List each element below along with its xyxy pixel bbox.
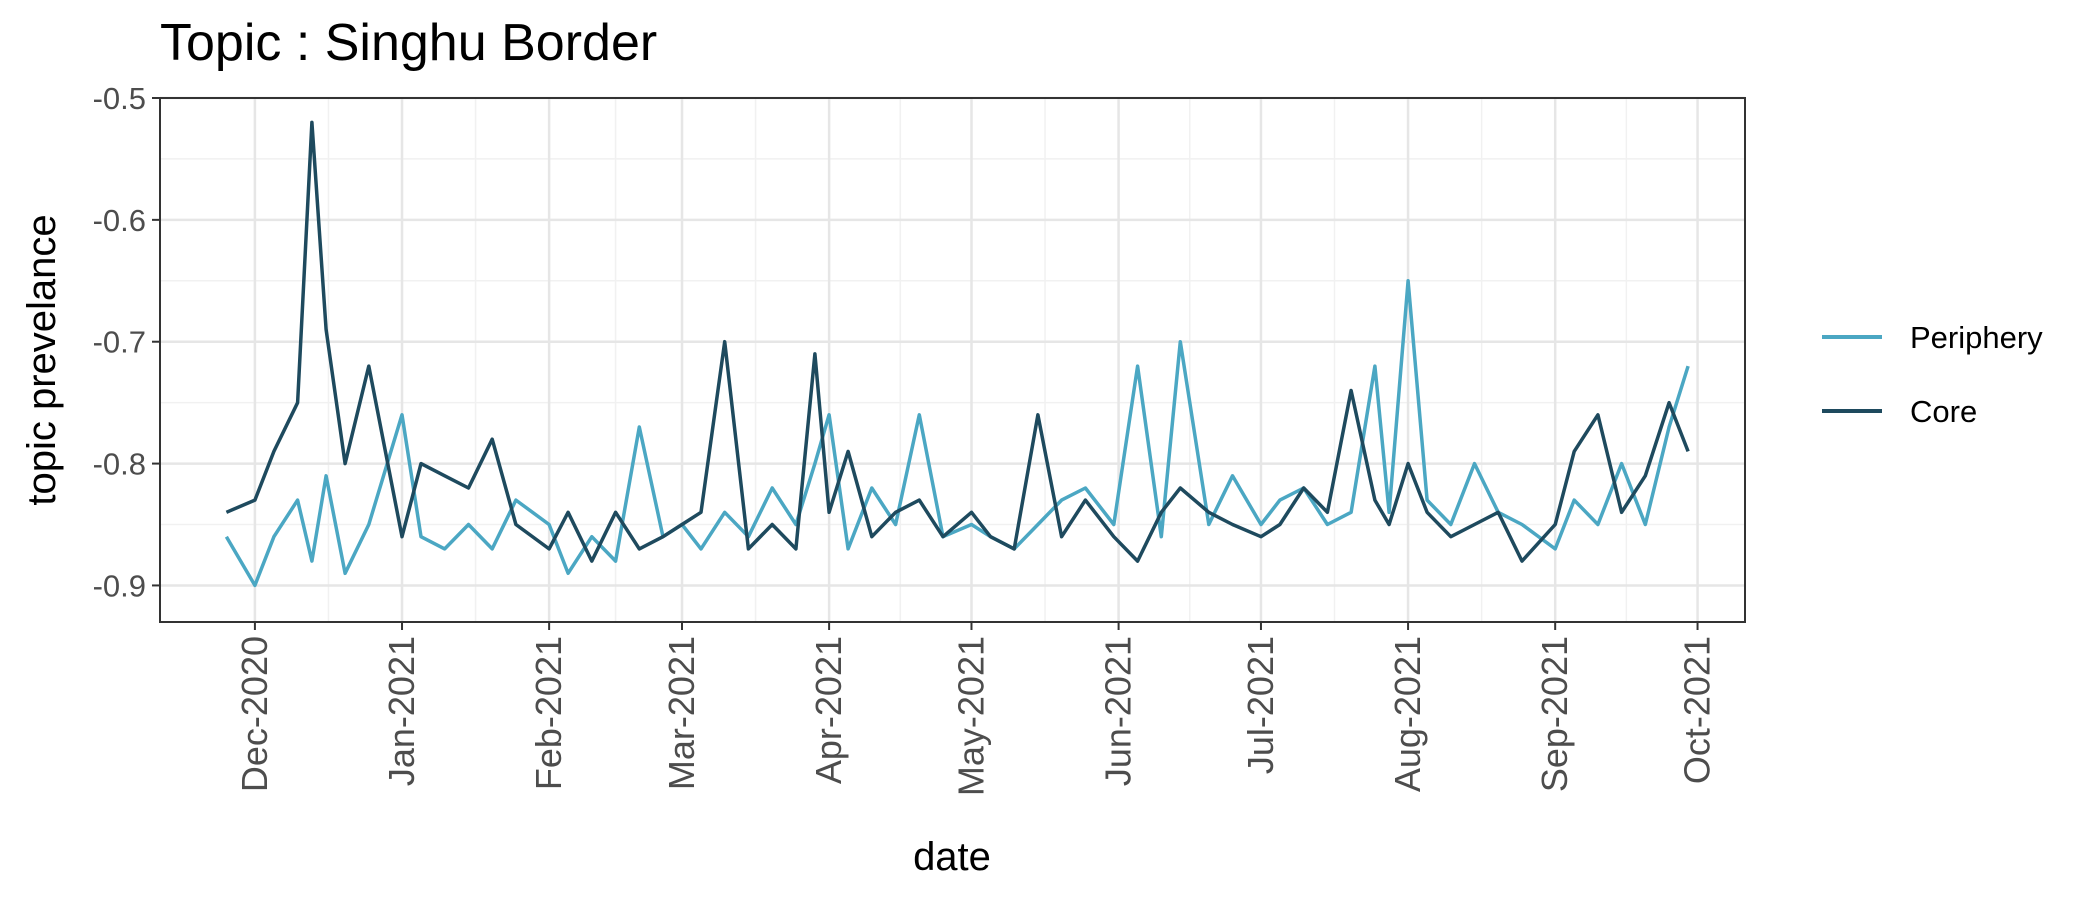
legend-label-core: Core [1910,394,1977,429]
y-tick-label: -0.9 [93,568,146,603]
y-tick-label: -0.6 [93,203,146,238]
legend-label-periphery: Periphery [1910,320,2043,355]
x-tick-label: Jan-2021 [381,636,422,786]
series-line-core [225,120,1690,563]
chart-title: Topic : Singhu Border [160,14,657,72]
grid-lines [160,96,1745,622]
y-tick-label: -0.5 [93,81,146,116]
series-line-periphery [224,279,1690,588]
x-tick-label: Aug-2021 [1387,636,1428,792]
x-tick-label: Oct-2021 [1677,636,1718,784]
x-tick-label: Jul-2021 [1240,636,1281,774]
x-tick-label: Sep-2021 [1534,636,1575,792]
y-tick-label: -0.8 [93,447,146,482]
x-tick-label: Jun-2021 [1098,636,1139,786]
x-tick-label: Dec-2020 [234,636,275,792]
y-tick-label: -0.7 [93,325,146,360]
x-axis-title: date [913,835,991,879]
series-lines [224,120,1690,588]
y-axis-title: topic prevelance [20,214,64,505]
y-axis-ticks: -0.9 -0.8 -0.7 -0.6 -0.5 [93,81,160,603]
x-tick-label: Feb-2021 [528,636,569,790]
x-tick-label: Mar-2021 [661,636,702,790]
x-tick-label: May-2021 [950,636,991,796]
x-tick-label: Apr-2021 [808,636,849,784]
plot-panel-border [159,97,1746,623]
x-axis-ticks: Dec-2020 Jan-2021 Feb-2021 Mar-2021 Apr-2021… [234,622,1718,796]
legend: Periphery Core [1822,320,2043,429]
